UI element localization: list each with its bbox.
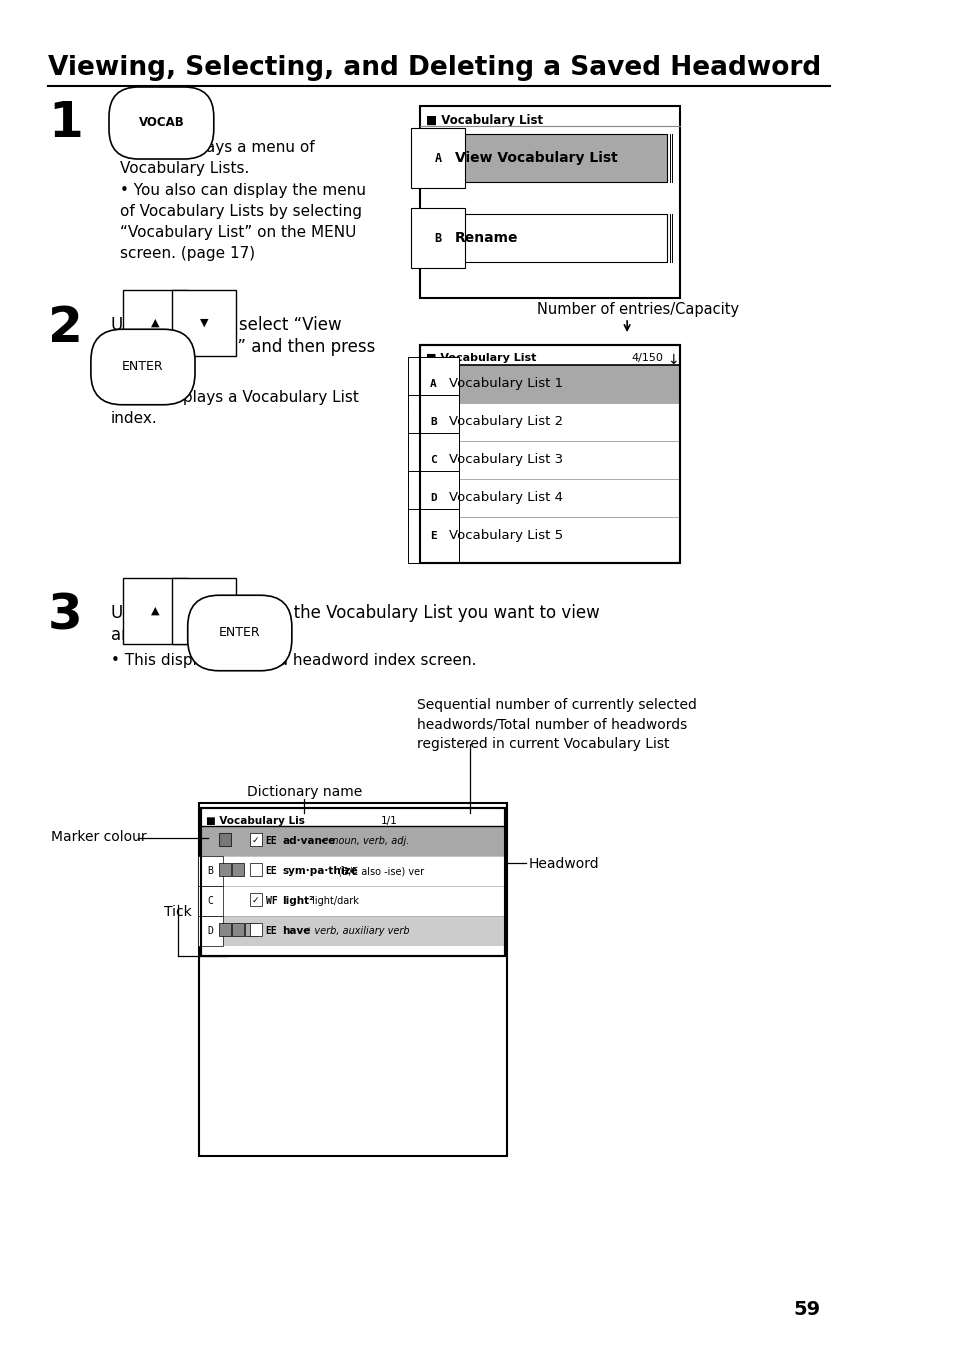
Text: B: B <box>430 417 436 426</box>
Text: 1/1: 1/1 <box>380 816 397 826</box>
Text: VOCAB: VOCAB <box>138 117 184 129</box>
Text: D: D <box>430 494 436 503</box>
Text: .: . <box>171 363 175 381</box>
Text: ▲: ▲ <box>151 607 159 616</box>
Text: EE: EE <box>265 866 277 876</box>
Text: ■ Vocabulary List: ■ Vocabulary List <box>426 352 536 363</box>
Bar <box>419 516 679 555</box>
Text: ↵ verb, auxiliary verb: ↵ verb, auxiliary verb <box>299 925 409 936</box>
Text: Vocabulary List 4: Vocabulary List 4 <box>449 491 562 504</box>
Text: ✓: ✓ <box>252 896 259 904</box>
Text: Press: Press <box>111 116 154 133</box>
Text: ad·vance: ad·vance <box>282 837 335 846</box>
Bar <box>250 863 262 876</box>
Text: A: A <box>430 379 436 389</box>
Bar <box>233 863 244 876</box>
Bar <box>419 106 679 299</box>
Text: • This displays a saved headword index screen.: • This displays a saved headword index s… <box>111 654 476 668</box>
Text: and: and <box>168 316 199 334</box>
Bar <box>219 833 232 846</box>
Bar <box>199 803 507 1155</box>
Text: sym·pa·thize: sym·pa·thize <box>282 866 357 876</box>
Text: to select “View: to select “View <box>216 316 341 334</box>
Text: Rename: Rename <box>455 231 517 245</box>
Text: .: . <box>185 116 191 133</box>
Text: EE: EE <box>265 837 277 846</box>
Text: A: A <box>434 152 441 164</box>
Bar <box>201 886 505 916</box>
Text: and: and <box>168 604 199 621</box>
Bar <box>427 134 666 182</box>
Text: to select the Vocabulary List you want to view: to select the Vocabulary List you want t… <box>216 604 598 621</box>
Text: WF: WF <box>265 896 277 907</box>
Text: EE: EE <box>265 925 277 936</box>
Text: 1: 1 <box>48 100 83 147</box>
Bar <box>233 923 244 936</box>
Text: • This displays a menu of
Vocabulary Lists.: • This displays a menu of Vocabulary Lis… <box>120 140 314 176</box>
Bar <box>245 923 257 936</box>
Text: Sequential number of currently selected
headwords/Total number of headwords
regi: Sequential number of currently selected … <box>416 698 696 751</box>
Text: Number of entries/Capacity: Number of entries/Capacity <box>537 303 738 317</box>
Text: • This displays a Vocabulary List
index.: • This displays a Vocabulary List index. <box>111 390 358 426</box>
Text: D: D <box>207 925 213 936</box>
Bar <box>427 214 666 262</box>
Text: light/dark: light/dark <box>309 896 358 907</box>
Bar <box>201 826 505 855</box>
Text: Vocabulary List 5: Vocabulary List 5 <box>449 530 562 542</box>
Text: 59: 59 <box>793 1301 820 1319</box>
Bar <box>250 833 262 846</box>
Text: and then press: and then press <box>111 625 234 644</box>
Text: Use: Use <box>111 604 142 621</box>
Text: C: C <box>430 455 436 465</box>
Text: Tick: Tick <box>164 905 192 919</box>
Text: Use: Use <box>111 316 142 334</box>
Bar <box>419 346 679 564</box>
Text: ▼: ▼ <box>199 317 208 328</box>
Text: B: B <box>434 231 441 245</box>
Text: ENTER: ENTER <box>219 627 260 639</box>
Bar <box>250 893 262 907</box>
Text: Vocabulary List 3: Vocabulary List 3 <box>449 453 562 467</box>
Bar <box>419 441 679 479</box>
Text: ✓: ✓ <box>252 835 259 845</box>
Bar <box>219 923 232 936</box>
Text: • You also can display the menu
of Vocabulary Lists by selecting
“Vocabulary Lis: • You also can display the menu of Vocab… <box>120 183 366 261</box>
Bar <box>419 404 679 441</box>
Bar <box>219 863 232 876</box>
Text: 3: 3 <box>48 592 83 640</box>
Text: ▼: ▼ <box>199 607 208 616</box>
Text: ■ Vocabulary List: ■ Vocabulary List <box>426 114 542 126</box>
Text: Vocabulary List 1: Vocabulary List 1 <box>449 378 562 390</box>
Text: ▲: ▲ <box>151 317 159 328</box>
Text: light²: light² <box>282 896 314 907</box>
Text: Vocabulary List 2: Vocabulary List 2 <box>449 416 562 429</box>
Bar <box>419 479 679 516</box>
Text: .: . <box>267 620 273 638</box>
Text: (B/E also -ise) ver: (B/E also -ise) ver <box>335 866 424 876</box>
Bar <box>419 364 679 403</box>
Bar <box>201 808 505 956</box>
Bar <box>250 923 262 936</box>
Bar <box>419 346 679 564</box>
Text: ■ Vocabulary Lis: ■ Vocabulary Lis <box>206 816 304 826</box>
Text: 2: 2 <box>48 304 83 352</box>
Bar <box>201 808 505 956</box>
Text: have: have <box>282 925 311 936</box>
Text: Vocabulary List” and then press: Vocabulary List” and then press <box>111 338 375 356</box>
Bar <box>201 916 505 946</box>
Text: 4/150: 4/150 <box>631 352 663 363</box>
Text: Viewing, Selecting, and Deleting a Saved Headword: Viewing, Selecting, and Deleting a Saved… <box>48 55 821 81</box>
Text: ENTER: ENTER <box>122 360 164 374</box>
Text: View Vocabulary List: View Vocabulary List <box>455 151 617 165</box>
Text: ↵ noun, verb, adj.: ↵ noun, verb, adj. <box>317 837 409 846</box>
Text: C: C <box>207 896 213 907</box>
Bar <box>201 855 505 886</box>
Text: ↓: ↓ <box>666 352 678 367</box>
Text: B: B <box>207 866 213 876</box>
Text: Marker colour: Marker colour <box>51 830 146 845</box>
Text: Dictionary name: Dictionary name <box>247 785 362 799</box>
Text: E: E <box>430 531 436 541</box>
Text: Headword: Headword <box>528 857 598 872</box>
